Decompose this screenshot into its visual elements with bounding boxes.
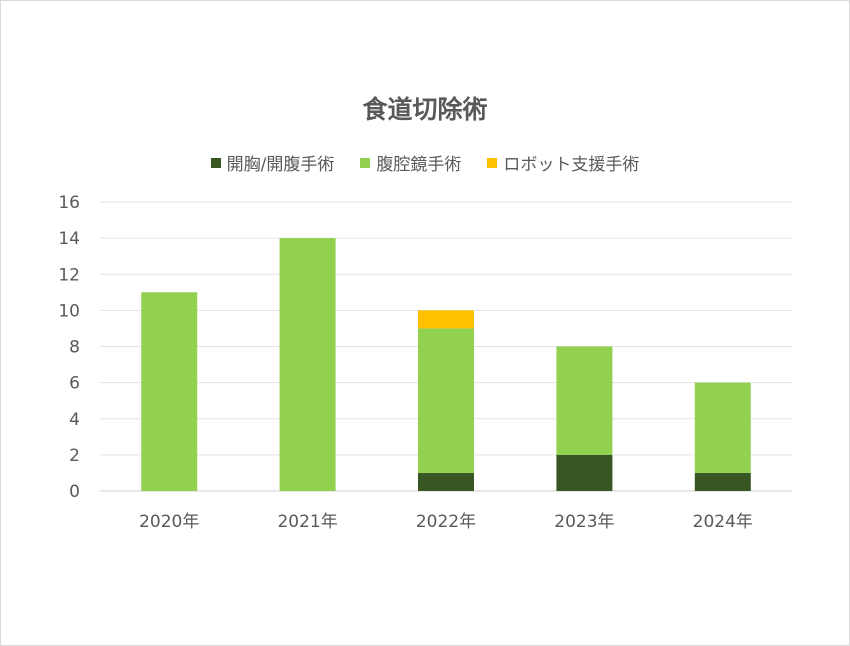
- y-tick-label: 6: [69, 374, 80, 394]
- y-tick-label: 16: [58, 193, 80, 213]
- legend-label-robotic: ロボット支援手術: [503, 155, 640, 175]
- legend-swatch-robotic: [487, 157, 498, 168]
- legend-item-open-surgery: 開胸/開腹手術: [210, 150, 335, 175]
- x-tick-label: 2021年: [277, 512, 337, 532]
- bar-segment: [141, 292, 198, 491]
- y-tick-label: 12: [58, 265, 80, 285]
- chart-title: 食道切除術: [362, 95, 488, 124]
- bar-segment: [556, 454, 613, 491]
- legend-swatch-laparoscopic: [360, 157, 371, 168]
- y-tick-label: 10: [58, 301, 80, 321]
- legend-item-robotic: ロボット支援手術: [487, 150, 639, 175]
- y-tick-label: 14: [58, 229, 80, 249]
- bar-segment: [418, 328, 474, 473]
- x-tick-label: 2020年: [139, 512, 199, 532]
- legend-swatch-open-surgery: [210, 157, 221, 168]
- bar-segment: [694, 382, 751, 473]
- y-tick-label: 0: [69, 482, 80, 502]
- bar-segment: [418, 472, 474, 491]
- legend-label-laparoscopic: 腹腔鏡手術: [376, 155, 462, 175]
- bar-segment: [694, 472, 751, 491]
- bar-segment: [556, 346, 613, 455]
- y-tick-label: 4: [69, 410, 80, 430]
- y-tick-label: 8: [69, 338, 80, 358]
- x-tick-label: 2023年: [554, 512, 614, 532]
- legend-label-open-surgery: 開胸/開腹手術: [226, 155, 335, 175]
- x-tick-label: 2024年: [693, 512, 753, 532]
- bar-segment: [418, 310, 474, 329]
- x-tick-label: 2022年: [416, 512, 476, 532]
- y-tick-label: 2: [69, 446, 80, 466]
- legend: 開胸/開腹手術 腹腔鏡手術 ロボット支援手術: [0, 150, 850, 175]
- bar-segment: [279, 238, 336, 491]
- legend-item-laparoscopic: 腹腔鏡手術: [360, 150, 461, 175]
